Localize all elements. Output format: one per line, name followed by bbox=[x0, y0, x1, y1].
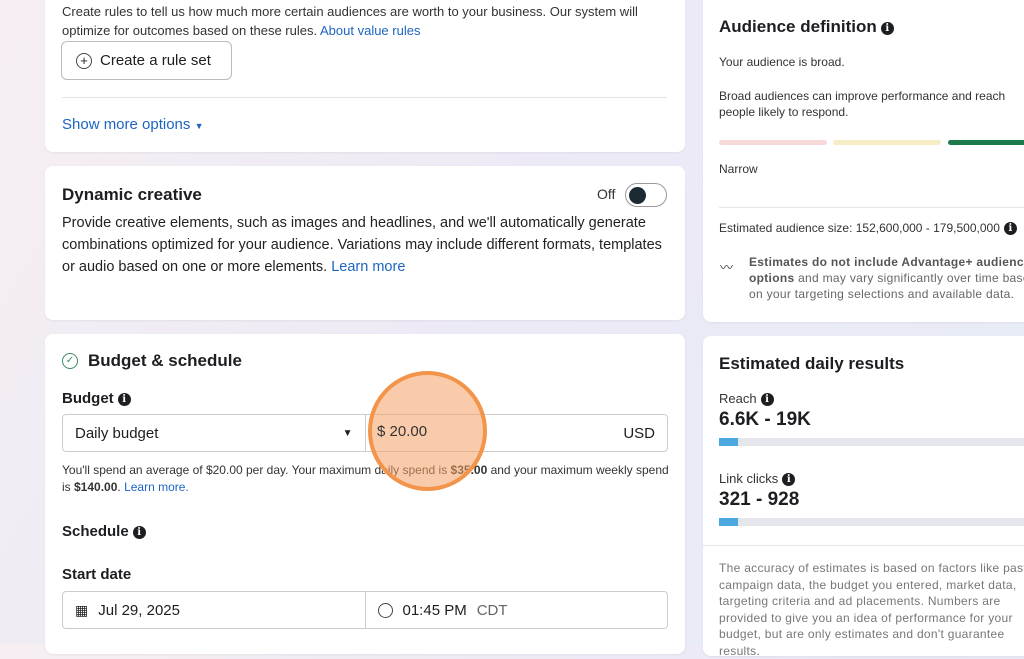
clock-icon bbox=[377, 602, 393, 618]
caret-down-icon: ▼ bbox=[194, 121, 204, 131]
budget-label: Budget i bbox=[62, 390, 131, 407]
reach-bar bbox=[719, 438, 1024, 446]
value-rules-card: Create rules to tell us how much more ce… bbox=[45, 0, 685, 152]
audience-meter bbox=[719, 140, 1024, 145]
info-icon: i bbox=[117, 393, 131, 406]
link-clicks-bar bbox=[719, 518, 1024, 526]
start-time-input[interactable]: 01:45 PM CDT bbox=[364, 592, 668, 628]
audience-size: Estimated audience size: 152,600,000 - 1… bbox=[719, 220, 1017, 236]
create-rule-set-label: Create a rule set bbox=[100, 52, 211, 69]
divider bbox=[719, 207, 1024, 208]
info-icon: i bbox=[782, 473, 796, 486]
dynamic-creative-toggle[interactable] bbox=[625, 183, 667, 207]
start-datetime-field: ▦ Jul 29, 2025 01:45 PM CDT bbox=[62, 591, 668, 629]
start-time-value: 01:45 PM bbox=[402, 601, 467, 619]
value-rules-description: Create rules to tell us how much more ce… bbox=[62, 4, 638, 38]
link-clicks-bar-fill bbox=[719, 518, 739, 526]
budget-amount-input[interactable]: USD bbox=[364, 415, 668, 451]
info-icon: i bbox=[760, 393, 774, 406]
budget-schedule-title: Budget & schedule bbox=[88, 351, 242, 370]
toggle-state-label: Off bbox=[597, 186, 616, 202]
dynamic-creative-title: Dynamic creative bbox=[62, 185, 202, 204]
toggle-knob bbox=[629, 186, 646, 204]
learn-more-link[interactable]: Learn more. bbox=[124, 480, 189, 494]
dynamic-creative-card: Dynamic creative Off Provide creative el… bbox=[45, 166, 685, 320]
currency-label: USD bbox=[623, 424, 655, 442]
budget-type-select[interactable]: Daily budget ▼ bbox=[63, 415, 365, 451]
audience-definition-card: Audience definition i Your audience is br… bbox=[703, 0, 1024, 322]
audience-status: Your audience is broad. bbox=[719, 55, 845, 69]
budget-amount-value[interactable]: $ 20.00 bbox=[377, 423, 428, 440]
reach-label: Reach i bbox=[719, 391, 774, 406]
meter-segment-broad bbox=[948, 140, 1024, 145]
info-icon: i bbox=[1003, 222, 1017, 235]
trend-icon: 〰 bbox=[720, 260, 734, 275]
show-more-options-link[interactable]: Show more options ▼ bbox=[62, 116, 204, 133]
budget-note: You'll spend an average of $20.00 per da… bbox=[62, 463, 669, 494]
reach-value: 6.6K - 19K bbox=[719, 409, 811, 430]
info-icon: i bbox=[132, 526, 146, 539]
plus-circle-icon: + bbox=[76, 52, 92, 69]
budget-schedule-card: ✓ Budget & schedule Budget i Daily budget… bbox=[45, 334, 685, 654]
narrow-label: Narrow bbox=[719, 162, 758, 176]
start-date-label: Start date bbox=[62, 566, 132, 583]
calendar-icon: ▦ bbox=[75, 601, 89, 618]
link-clicks-value: 321 - 928 bbox=[719, 489, 800, 510]
meter-segment-medium bbox=[833, 140, 941, 145]
info-icon: i bbox=[880, 22, 894, 35]
link-clicks-label: Link clicks i bbox=[719, 471, 796, 486]
audience-title: Audience definition i bbox=[719, 17, 894, 37]
reach-bar-fill bbox=[719, 438, 739, 446]
caret-down-icon: ▼ bbox=[342, 427, 353, 439]
timezone-label: CDT bbox=[476, 601, 508, 619]
check-circle-icon: ✓ bbox=[62, 353, 78, 369]
accuracy-disclaimer: The accuracy of estimates is based on fa… bbox=[719, 561, 1024, 658]
budget-type-value: Daily budget bbox=[75, 424, 159, 442]
estimated-results-card: Estimated daily results Reach i 6.6K - 19… bbox=[703, 336, 1024, 658]
estimates-note: Estimates do not include Advantage+ audi… bbox=[749, 255, 1024, 301]
dynamic-creative-description: Provide creative elements, such as image… bbox=[62, 215, 662, 275]
budget-field: Daily budget ▼ USD bbox=[62, 414, 668, 452]
about-value-rules-link[interactable]: About value rules bbox=[320, 23, 421, 38]
start-date-value: Jul 29, 2025 bbox=[98, 601, 180, 619]
divider bbox=[62, 97, 667, 98]
meter-segment-narrow bbox=[719, 140, 827, 145]
learn-more-link[interactable]: Learn more bbox=[331, 259, 406, 275]
schedule-label: Schedule i bbox=[62, 523, 146, 540]
results-title: Estimated daily results bbox=[719, 354, 905, 373]
divider bbox=[703, 545, 1024, 546]
start-date-input[interactable]: ▦ Jul 29, 2025 bbox=[63, 592, 365, 628]
audience-description: Broad audiences can improve performance … bbox=[719, 89, 1006, 119]
create-rule-set-button[interactable]: + Create a rule set bbox=[61, 41, 232, 80]
